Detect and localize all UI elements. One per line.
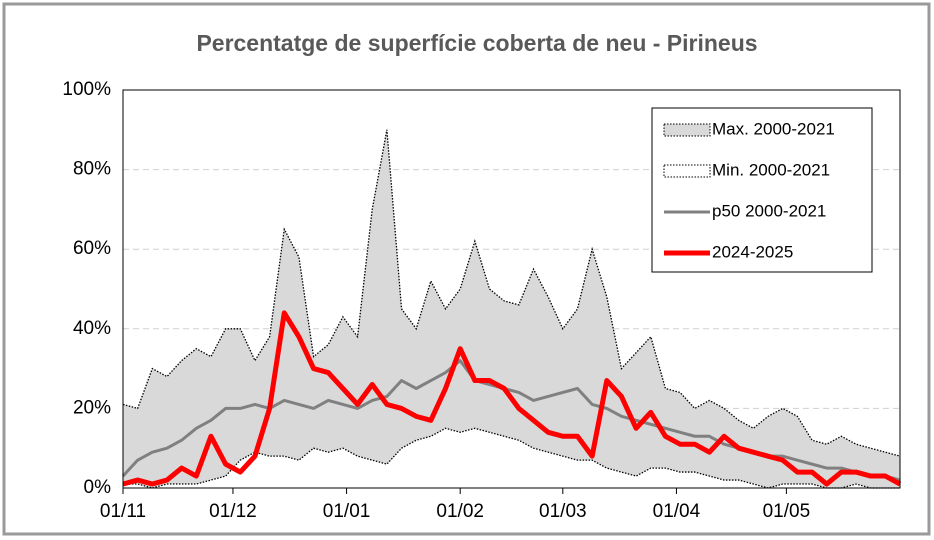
plot-border <box>122 89 901 489</box>
chart-title: Percentatge de superfície coberta de neu… <box>196 30 757 56</box>
y-tick-label: 40% <box>73 318 111 339</box>
area-line <box>123 427 900 489</box>
y-tick-label: 0% <box>84 477 112 498</box>
x-tick-label: 01/01 <box>323 501 371 522</box>
y-tick-label: 80% <box>73 159 111 180</box>
legend-label: p50 2000-2021 <box>712 201 826 220</box>
y-tick-label: 20% <box>73 397 111 418</box>
x-tick-label: 01/02 <box>436 501 484 522</box>
series-line <box>122 310 902 487</box>
area-fill <box>123 129 900 489</box>
y-tick-label: 100% <box>62 79 111 100</box>
y-tick-label: 60% <box>73 238 111 259</box>
legend-label: Max. 2000-2021 <box>712 119 835 138</box>
area-fill <box>123 428 900 488</box>
x-tick-label: 01/03 <box>539 501 587 522</box>
x-tick-label: 01/11 <box>100 501 146 522</box>
legend-swatch <box>663 164 711 178</box>
legend-label: Min. 2000-2021 <box>712 160 830 179</box>
x-tick-label: 01/05 <box>763 501 811 522</box>
legend-swatch <box>663 123 711 137</box>
x-tick-label: 01/04 <box>653 501 701 522</box>
area-line <box>122 129 901 457</box>
legend-label: 2024-2025 <box>712 242 793 261</box>
x-tick-label: 01/12 <box>209 501 257 522</box>
